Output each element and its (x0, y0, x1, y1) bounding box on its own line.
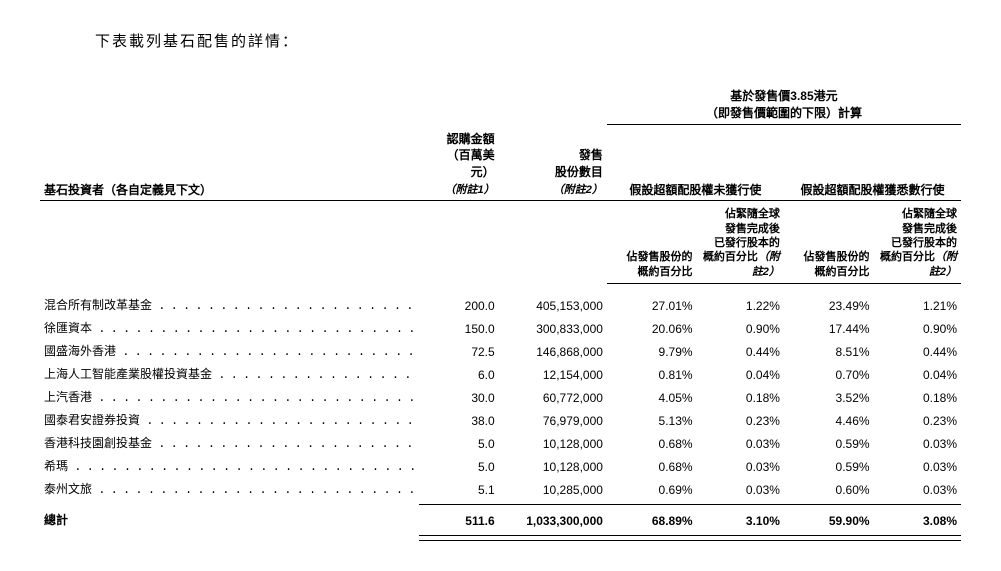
cell-shares: 60,772,000 (499, 385, 607, 408)
table-row: 國泰君安證券投資 . . . . . . . . . . . . . . . .… (40, 408, 961, 431)
intro-text: 下表載列基石配售的詳情： (95, 30, 961, 51)
total-p2: 3.10% (697, 505, 784, 531)
cell-shares: 300,833,000 (499, 316, 607, 339)
cell-pct-capital-1: 0.90% (697, 316, 784, 339)
table-row: 上海人工智能產業股權投資基金 . . . . . . . . . . . . .… (40, 362, 961, 385)
cell-pct-offer-1: 20.06% (607, 316, 697, 339)
cell-pct-capital-2: 0.03% (874, 454, 961, 477)
cell-pct-offer-1: 5.13% (607, 408, 697, 431)
cell-amount: 5.0 (419, 431, 498, 454)
header-price-basis: 基於發售價3.85港元 （即發售價範圍的下限）計算 (607, 86, 961, 124)
investor-name: 混合所有制改革基金 . . . . . . . . . . . . . . . … (40, 293, 419, 316)
cell-pct-capital-2: 1.21% (874, 293, 961, 316)
cell-pct-offer-1: 0.69% (607, 477, 697, 500)
investor-name: 國盛海外香港 . . . . . . . . . . . . . . . . .… (40, 339, 419, 362)
cell-pct-offer-2: 0.59% (784, 431, 874, 454)
total-amount: 511.6 (419, 505, 498, 531)
cell-pct-offer-1: 0.81% (607, 362, 697, 385)
cell-pct-capital-2: 0.44% (874, 339, 961, 362)
cell-pct-capital-1: 0.44% (697, 339, 784, 362)
header-overallot: 假設超額配股權獲悉數行使 (784, 129, 961, 201)
investor-name: 徐匯資本 . . . . . . . . . . . . . . . . . .… (40, 316, 419, 339)
cell-amount: 6.0 (419, 362, 498, 385)
cell-shares: 10,285,000 (499, 477, 607, 500)
cell-shares: 405,153,000 (499, 293, 607, 316)
cell-pct-capital-1: 0.18% (697, 385, 784, 408)
cell-shares: 76,979,000 (499, 408, 607, 431)
total-p3: 59.90% (784, 505, 874, 531)
cell-pct-offer-2: 0.59% (784, 454, 874, 477)
header-investor: 基石投資者（各自定義見下文） (40, 129, 419, 201)
cell-pct-capital-2: 0.04% (874, 362, 961, 385)
subheader-pct-offer-2: 佔發售股份的 概約百分比 (784, 205, 874, 283)
cell-pct-offer-1: 27.01% (607, 293, 697, 316)
cell-amount: 72.5 (419, 339, 498, 362)
cell-amount: 38.0 (419, 408, 498, 431)
cell-shares: 12,154,000 (499, 362, 607, 385)
cell-pct-offer-1: 0.68% (607, 431, 697, 454)
total-label: 總計 (40, 505, 419, 531)
table-row: 上汽香港 . . . . . . . . . . . . . . . . . .… (40, 385, 961, 408)
subheader-pct-offer-1: 佔發售股份的 概約百分比 (607, 205, 697, 283)
cell-pct-capital-1: 0.03% (697, 454, 784, 477)
cell-pct-capital-1: 0.03% (697, 431, 784, 454)
table-row: 希瑪 . . . . . . . . . . . . . . . . . . .… (40, 454, 961, 477)
cell-pct-offer-1: 9.79% (607, 339, 697, 362)
cell-shares: 146,868,000 (499, 339, 607, 362)
cell-pct-capital-2: 0.18% (874, 385, 961, 408)
header-no-overallot: 假設超額配股權未獲行使 (607, 129, 784, 201)
cell-pct-offer-1: 0.68% (607, 454, 697, 477)
investor-name: 香港科技園創投基金 . . . . . . . . . . . . . . . … (40, 431, 419, 454)
header-amount: 認購金額 （百萬美元） （附註1） (419, 129, 498, 201)
table-row: 香港科技園創投基金 . . . . . . . . . . . . . . . … (40, 431, 961, 454)
total-shares: 1,033,300,000 (499, 505, 607, 531)
table-row: 徐匯資本 . . . . . . . . . . . . . . . . . .… (40, 316, 961, 339)
cell-pct-capital-1: 0.03% (697, 477, 784, 500)
cell-pct-offer-2: 0.70% (784, 362, 874, 385)
cell-pct-offer-2: 8.51% (784, 339, 874, 362)
investor-name: 希瑪 . . . . . . . . . . . . . . . . . . .… (40, 454, 419, 477)
cell-amount: 5.0 (419, 454, 498, 477)
cell-amount: 200.0 (419, 293, 498, 316)
cell-amount: 30.0 (419, 385, 498, 408)
subheader-pct-capital-1: 佔緊隨全球 發售完成後 已發行股本的 概約百分比（附註2） (697, 205, 784, 283)
cell-amount: 150.0 (419, 316, 498, 339)
table-row: 泰州文旅 . . . . . . . . . . . . . . . . . .… (40, 477, 961, 500)
cell-pct-capital-1: 0.04% (697, 362, 784, 385)
cell-pct-capital-2: 0.90% (874, 316, 961, 339)
cell-shares: 10,128,000 (499, 431, 607, 454)
investor-name: 泰州文旅 . . . . . . . . . . . . . . . . . .… (40, 477, 419, 500)
cell-pct-offer-1: 4.05% (607, 385, 697, 408)
subheader-pct-capital-2: 佔緊隨全球 發售完成後 已發行股本的 概約百分比（附註2） (874, 205, 961, 283)
investor-name: 國泰君安證券投資 . . . . . . . . . . . . . . . .… (40, 408, 419, 431)
cell-amount: 5.1 (419, 477, 498, 500)
investor-name: 上汽香港 . . . . . . . . . . . . . . . . . .… (40, 385, 419, 408)
cell-pct-offer-2: 17.44% (784, 316, 874, 339)
total-p4: 3.08% (874, 505, 961, 531)
cell-shares: 10,128,000 (499, 454, 607, 477)
table-row: 國盛海外香港 . . . . . . . . . . . . . . . . .… (40, 339, 961, 362)
cell-pct-capital-1: 1.22% (697, 293, 784, 316)
cell-pct-capital-2: 0.03% (874, 477, 961, 500)
total-row: 總計 511.6 1,033,300,000 68.89% 3.10% 59.9… (40, 505, 961, 531)
cell-pct-offer-2: 3.52% (784, 385, 874, 408)
cell-pct-capital-2: 0.03% (874, 431, 961, 454)
cell-pct-offer-2: 4.46% (784, 408, 874, 431)
table-row: 混合所有制改革基金 . . . . . . . . . . . . . . . … (40, 293, 961, 316)
cell-pct-capital-2: 0.23% (874, 408, 961, 431)
header-shares: 發售 股份數目 （附註2） (499, 129, 607, 201)
cell-pct-offer-2: 23.49% (784, 293, 874, 316)
investor-name: 上海人工智能產業股權投資基金 . . . . . . . . . . . . .… (40, 362, 419, 385)
cell-pct-offer-2: 0.60% (784, 477, 874, 500)
allocation-table: 基於發售價3.85港元 （即發售價範圍的下限）計算 基石投資者（各自定義見下文）… (40, 86, 961, 541)
total-p1: 68.89% (607, 505, 697, 531)
cell-pct-capital-1: 0.23% (697, 408, 784, 431)
